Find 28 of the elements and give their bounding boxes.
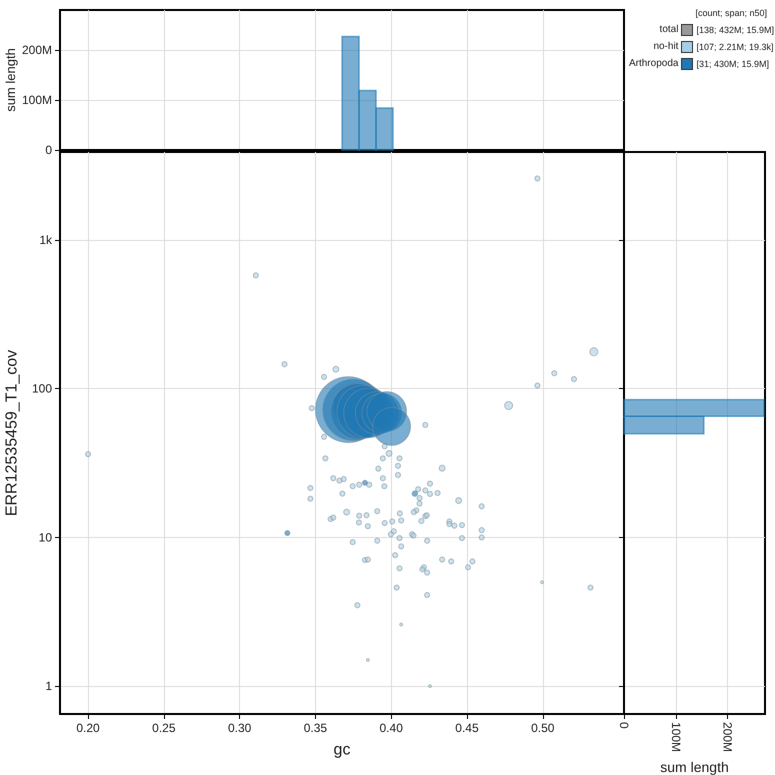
x-tick-label: 0.40: [380, 721, 404, 735]
x-tick-label: 0.20: [76, 721, 100, 735]
y-axis-title: sum length: [3, 48, 18, 112]
x-tick-label: 0: [617, 722, 631, 729]
text: [107; 2.21M; 19.3k]: [696, 42, 774, 52]
y-tick-label: 200M: [22, 43, 52, 57]
y-tick-label: 1: [45, 679, 52, 694]
legend-label: Arthropoda: [628, 58, 678, 69]
x-axis-title: sum length: [660, 758, 729, 775]
y-tick-label: 1k: [39, 232, 53, 247]
y-tick-label: 10: [38, 530, 52, 544]
x-tick-label: 0.25: [152, 721, 176, 735]
y-tick-label: 0: [45, 143, 52, 157]
x-tick-label: 100M: [668, 722, 683, 752]
text: total: [658, 24, 678, 35]
x-tick-label: 0.30: [228, 721, 252, 735]
text: [138; 432M; 15.9M]: [696, 24, 774, 34]
legend-label: no-hit: [652, 41, 678, 52]
legend-title: [count; span; n50]: [694, 8, 768, 20]
x-tick-label: 0.35: [304, 721, 328, 735]
text: [31; 430M; 15.9M]: [696, 58, 769, 68]
x-tick-label: 0.50: [531, 721, 555, 735]
x-tick-label: 0.45: [455, 721, 479, 735]
y-tick-label: 100: [32, 382, 52, 396]
y-axis-title: ERR12535459_T1_cov: [4, 350, 20, 516]
x-tick-label: 200M: [720, 722, 735, 752]
y-tick-label: 100M: [22, 93, 52, 107]
x-axis-title: gc: [334, 742, 350, 758]
